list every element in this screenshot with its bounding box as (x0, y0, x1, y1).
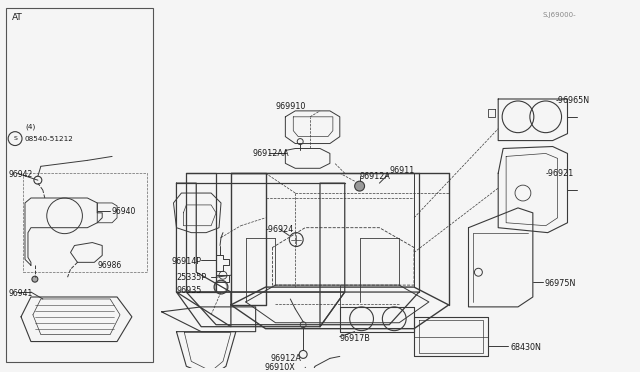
Text: 96917B: 96917B (340, 334, 371, 343)
Text: 96914P: 96914P (172, 257, 202, 266)
Text: 96912AA: 96912AA (253, 149, 289, 158)
Bar (23, 173, 147, 272)
Text: (4): (4) (25, 124, 35, 130)
Text: 96941: 96941 (8, 289, 33, 298)
Text: S: S (13, 136, 17, 141)
Text: 969910: 969910 (275, 102, 305, 112)
Text: AT: AT (12, 13, 23, 22)
Circle shape (32, 276, 38, 282)
Text: 96935: 96935 (177, 286, 202, 295)
Text: 96942: 96942 (8, 170, 33, 179)
Text: -96921: -96921 (546, 169, 574, 178)
Text: -96924: -96924 (266, 225, 294, 234)
Text: 25335P: 25335P (177, 273, 207, 282)
Text: 96986: 96986 (97, 261, 122, 270)
Text: S.J69000-: S.J69000- (543, 12, 577, 18)
Text: 68430N: 68430N (510, 343, 541, 352)
Bar (6, 8, 153, 362)
Text: 96912A: 96912A (360, 172, 390, 181)
Text: 96975N: 96975N (545, 279, 576, 288)
Text: 96911: 96911 (389, 166, 415, 175)
Text: 08540-51212: 08540-51212 (25, 136, 74, 142)
Text: 96940: 96940 (111, 207, 136, 217)
Circle shape (214, 280, 228, 294)
Text: 96912A: 96912A (271, 354, 301, 363)
Text: 96910X: 96910X (264, 363, 295, 372)
Circle shape (355, 181, 365, 191)
Text: -96965N: -96965N (556, 96, 589, 106)
Circle shape (216, 282, 226, 292)
